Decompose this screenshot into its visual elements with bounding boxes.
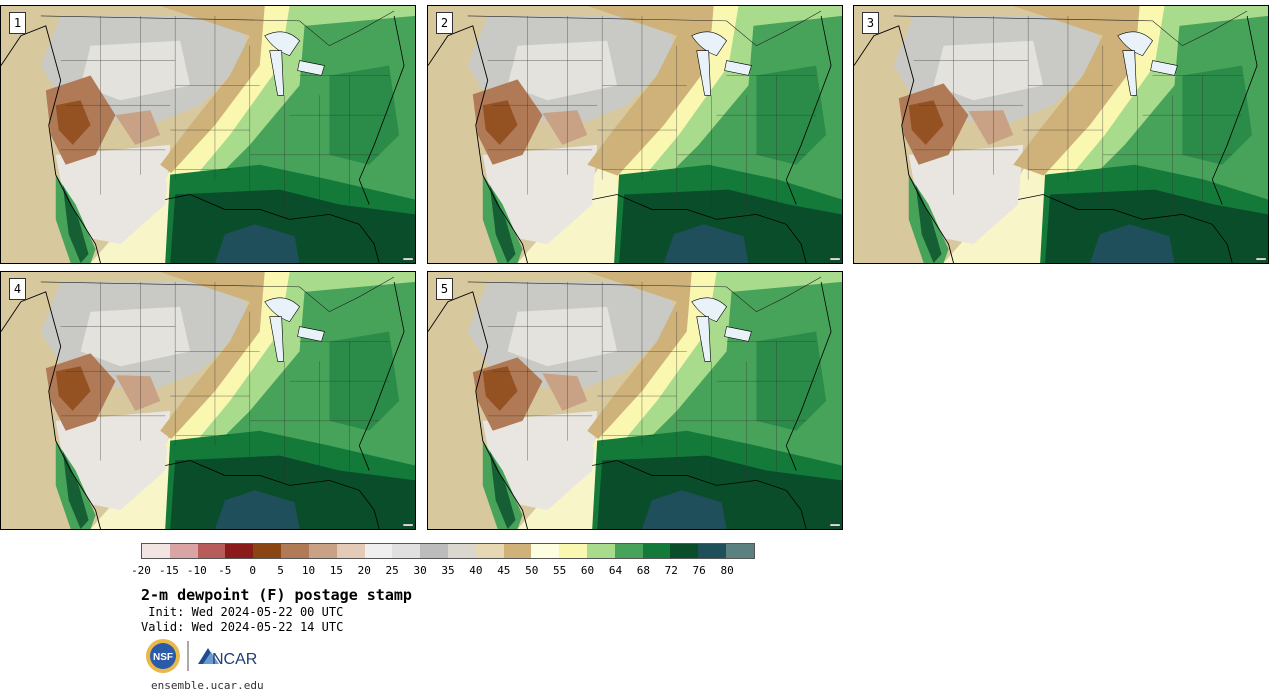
colorbar-segment — [225, 544, 254, 558]
stamp-panel-4: 4 — [0, 271, 416, 530]
colorbar-tick-label: 50 — [525, 564, 539, 577]
colorbar-segment — [420, 544, 448, 558]
colorbar-tick-label: 64 — [608, 564, 623, 577]
colorbar-segment — [308, 544, 337, 558]
colorbar-segment — [559, 544, 587, 558]
colorbar-segment — [253, 544, 282, 558]
colorbar-segment — [531, 544, 560, 558]
colorbar-segment — [169, 544, 198, 558]
colorbar-tick-label: 55 — [553, 564, 567, 577]
colorbar-segment — [698, 544, 727, 558]
colorbar-segment — [642, 544, 671, 558]
colorbar-segment — [364, 544, 393, 558]
colorbar-tick-label: 72 — [664, 564, 678, 577]
colorbar-tick-label: 10 — [301, 564, 316, 577]
stamp-panel-5: 5 — [427, 271, 843, 530]
site-url[interactable]: ensemble.ucar.edu — [151, 679, 264, 692]
colorbar-tick-label: -20 — [131, 564, 151, 577]
colorbar-tick-label: 35 — [441, 564, 455, 577]
init-time: Init: Wed 2024-05-22 00 UTC — [141, 605, 344, 619]
colorbar-tick-label: -15 — [158, 564, 179, 577]
stamp-number: 2 — [436, 12, 453, 34]
colorbar-tick-label: 30 — [413, 564, 427, 577]
stamp-number: 3 — [862, 12, 879, 34]
stamp-panel-3: 3 — [853, 5, 1269, 264]
colorbar-tick-label: 25 — [385, 564, 399, 577]
colorbar-tick-label: 20 — [357, 564, 371, 577]
colorbar-tick-label: 80 — [720, 564, 734, 577]
colorbar-segment — [503, 544, 532, 558]
colorbar-segment — [281, 544, 309, 558]
colorbar-segment — [392, 544, 421, 558]
colorbar-segment — [197, 544, 226, 558]
colorbar-segment — [614, 544, 643, 558]
colorbar-tick-label: -10 — [186, 564, 207, 577]
colorbar — [141, 543, 755, 559]
svg-text:NCAR: NCAR — [212, 651, 257, 668]
colorbar-tick-label: -5 — [218, 564, 232, 577]
valid-time: Valid: Wed 2024-05-22 14 UTC — [141, 620, 344, 634]
stamp-panel-1: 1 — [0, 5, 416, 264]
ncar-logo: NCAR — [198, 648, 257, 668]
colorbar-tick-label: 45 — [497, 564, 511, 577]
chart-title: 2-m dewpoint (F) postage stamp — [141, 586, 412, 604]
colorbar-tick-label: 5 — [277, 564, 284, 577]
stamp-number: 1 — [9, 12, 26, 34]
nsf-logo: NSF — [146, 639, 180, 673]
colorbar-segment — [475, 544, 504, 558]
colorbar-segment — [587, 544, 615, 558]
stamp-number: 4 — [9, 278, 26, 300]
svg-text:NSF: NSF — [153, 652, 173, 663]
colorbar-segment — [336, 544, 365, 558]
colorbar-segment — [142, 544, 170, 558]
colorbar-tick-label: 68 — [636, 564, 650, 577]
stamp-panel-2: 2 — [427, 5, 843, 264]
stamp-number: 5 — [436, 278, 453, 300]
colorbar-segment — [670, 544, 699, 558]
colorbar-tick-label: 76 — [692, 564, 706, 577]
colorbar-segment — [726, 544, 754, 558]
logos: NSF NCAR — [145, 638, 275, 674]
colorbar-tick-label: 60 — [580, 564, 595, 577]
colorbar-tick-label: 0 — [249, 564, 256, 577]
colorbar-segment — [447, 544, 476, 558]
colorbar-tick-label: 40 — [469, 564, 483, 577]
colorbar-tick-label: 15 — [329, 564, 343, 577]
